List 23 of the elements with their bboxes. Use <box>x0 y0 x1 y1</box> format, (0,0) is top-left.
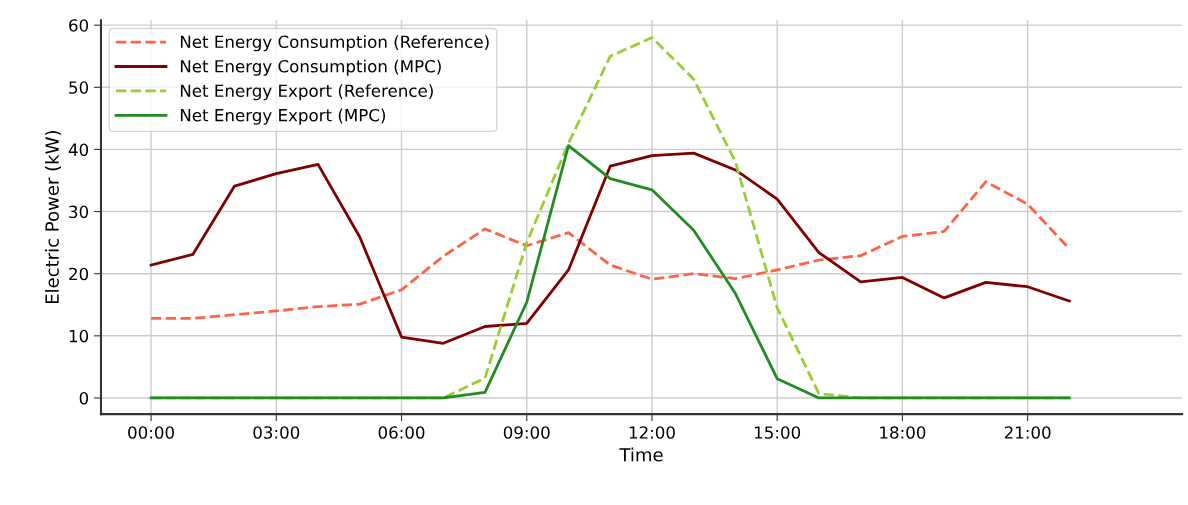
line-series <box>149 144 1071 400</box>
y-axis-title: Electric Power (kW) <box>44 131 62 304</box>
x-tick-label: 12:00 <box>629 426 675 439</box>
x-axis-title: Time <box>619 447 663 462</box>
y-tick-label: 20 <box>69 267 89 281</box>
line-series <box>149 151 1071 345</box>
x-tick-label: 09:00 <box>503 426 550 439</box>
y-tick-label: 0 <box>79 391 89 405</box>
x-tick-label: 00:00 <box>128 426 174 439</box>
x-tick-label: 21:00 <box>1004 426 1051 439</box>
x-tick-label: 15:00 <box>754 426 801 439</box>
y-tick-label: 50 <box>69 81 89 94</box>
legend-label: Net Energy Export (MPC) <box>180 108 386 125</box>
y-tick-label: 60 <box>69 19 89 32</box>
x-tick-label: 06:00 <box>378 426 425 439</box>
y-tick-label: 30 <box>69 205 89 219</box>
y-tick-label: 40 <box>68 143 89 156</box>
legend-label: Net Energy Consumption (Reference) <box>180 35 489 52</box>
x-tick-label: 03:00 <box>253 426 300 439</box>
x-tick-label: 18:00 <box>880 426 926 439</box>
legend-label: Net Energy Consumption (MPC) <box>180 59 441 76</box>
legend-label: Net Energy Export (Reference) <box>180 84 433 101</box>
y-tick-label: 10 <box>69 329 89 343</box>
